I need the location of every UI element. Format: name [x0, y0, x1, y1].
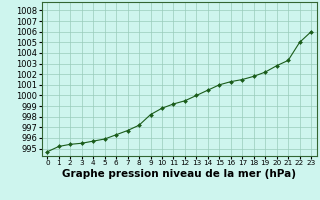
X-axis label: Graphe pression niveau de la mer (hPa): Graphe pression niveau de la mer (hPa) [62, 169, 296, 179]
